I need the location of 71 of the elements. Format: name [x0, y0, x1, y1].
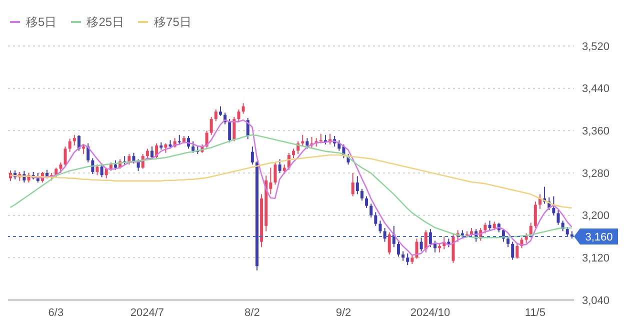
x-tick-label: 11/5	[524, 306, 546, 319]
candlestick	[506, 236, 510, 248]
candlestick	[383, 228, 386, 242]
candlestick	[378, 220, 382, 234]
candlestick	[396, 241, 400, 258]
candlestick	[511, 241, 514, 260]
candlestick	[114, 160, 117, 170]
candlestick	[484, 222, 487, 234]
candlestick	[488, 220, 492, 231]
candlestick	[59, 162, 62, 174]
candlestick	[164, 142, 168, 154]
candlestick	[82, 144, 86, 154]
candlestick	[306, 138, 309, 150]
y-tick-label: 3,120	[582, 252, 610, 265]
candlestick	[360, 188, 364, 202]
x-tick-label: 2024/10	[410, 306, 450, 319]
y-tick-label: 3,440	[582, 83, 610, 96]
ref-line-label: 3,160	[585, 232, 613, 244]
x-tick-label: 8/2	[244, 306, 260, 319]
y-tick-label: 3,520	[582, 40, 610, 53]
x-tick-label: 9/2	[336, 306, 352, 319]
y-tick-label: 3,360	[582, 126, 610, 138]
candlestick	[72, 134, 76, 146]
candlestick	[218, 106, 222, 116]
y-tick-label: 3,200	[582, 210, 610, 222]
candlestick	[534, 201, 537, 229]
candlestick	[556, 210, 560, 226]
candlestick	[538, 194, 542, 210]
candlestick	[274, 162, 277, 186]
candlestick	[282, 164, 286, 175]
candlestick	[146, 148, 149, 159]
legend-label: 移25日	[86, 14, 124, 30]
candlestick	[566, 226, 569, 237]
candlestick	[242, 102, 245, 114]
candlestick	[356, 176, 359, 195]
x-tick-label: 2024/7	[130, 306, 164, 319]
legend-label: 移5日	[26, 14, 57, 30]
candlestick	[250, 146, 254, 166]
candlestick	[370, 203, 373, 218]
candlestick	[516, 243, 519, 260]
candlestick	[319, 133, 322, 144]
candlestick	[237, 109, 240, 123]
candlestick	[278, 158, 282, 174]
candlestick	[150, 146, 154, 160]
candlestick	[96, 164, 99, 176]
candlestick	[64, 146, 67, 168]
candlestick	[351, 172, 354, 197]
candlestick	[292, 148, 295, 159]
candlestick	[374, 212, 378, 226]
candlestick	[365, 196, 368, 208]
candlestick	[100, 162, 104, 178]
x-tick-label: 6/3	[48, 306, 64, 319]
candlestick	[214, 109, 218, 122]
candlestick	[210, 116, 213, 136]
candlestick	[428, 228, 432, 248]
candlestick	[552, 196, 556, 216]
candlestick	[68, 138, 72, 152]
candlestick	[192, 140, 195, 154]
candlestick	[420, 237, 423, 252]
candlestick	[406, 252, 410, 266]
candlestick	[178, 134, 181, 145]
candlestick	[402, 250, 405, 262]
candlestick	[415, 238, 418, 260]
candlestick	[301, 134, 304, 148]
y-tick-label: 3,280	[582, 168, 610, 180]
candlestick	[228, 118, 232, 143]
y-tick-label: 3,040	[582, 294, 610, 307]
candlestick	[434, 240, 436, 253]
candlestick	[388, 232, 391, 255]
candlestick	[86, 142, 90, 163]
legend-label: 移75日	[154, 14, 192, 30]
